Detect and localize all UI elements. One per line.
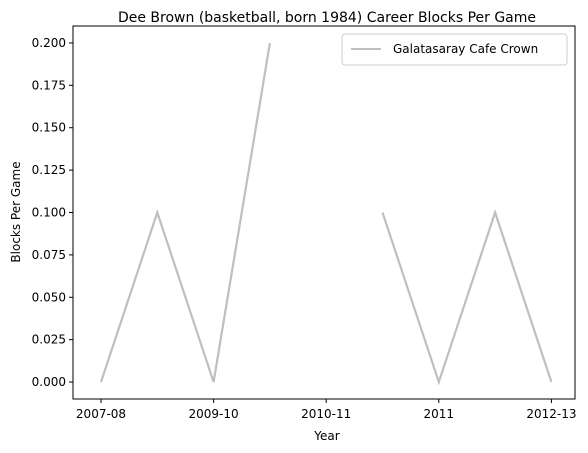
x-axis-label: Year bbox=[313, 429, 339, 443]
x-tick-label: 2009-10 bbox=[189, 407, 239, 421]
y-tick-label: 0.200 bbox=[32, 36, 66, 50]
x-tick-label: 2012-13 bbox=[526, 407, 576, 421]
plot-frame bbox=[72, 25, 576, 400]
legend-box bbox=[341, 33, 568, 66]
y-tick-label: 0.000 bbox=[32, 375, 66, 389]
chart-title: Dee Brown (basketball, born 1984) Career… bbox=[118, 10, 536, 26]
series-layer bbox=[99, 42, 553, 386]
x-tick-label: 2010-11 bbox=[301, 407, 351, 421]
x-tick-label: 2011 bbox=[424, 407, 455, 421]
y-tick-label: 0.175 bbox=[32, 78, 66, 92]
series-line-segment bbox=[381, 209, 553, 386]
legend: Galatasaray Cafe Crown bbox=[341, 33, 568, 66]
y-axis: 0.000 0.025 0.050 0.075 0.100 0.125 0.150 0.175… bbox=[32, 36, 73, 389]
y-axis-label: Blocks Per Game bbox=[9, 161, 23, 262]
y-tick-label: 0.025 bbox=[32, 333, 66, 347]
series-line-segment bbox=[99, 42, 271, 383]
x-tick-label: 2007-08 bbox=[76, 407, 126, 421]
y-tick-label: 0.125 bbox=[32, 163, 66, 177]
y-tick-label: 0.100 bbox=[32, 206, 66, 220]
y-tick-label: 0.075 bbox=[32, 248, 66, 262]
legend-label: Galatasaray Cafe Crown bbox=[393, 42, 538, 56]
y-tick-label: 0.050 bbox=[32, 290, 66, 304]
y-tick-label: 0.150 bbox=[32, 121, 66, 135]
